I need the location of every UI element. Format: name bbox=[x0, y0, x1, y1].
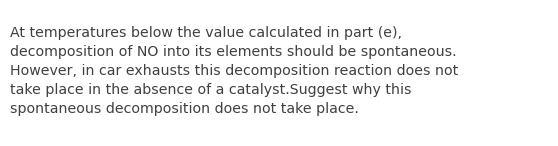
Text: At temperatures below the value calculated in part (e),
decomposition of NO into: At temperatures below the value calculat… bbox=[10, 26, 458, 116]
